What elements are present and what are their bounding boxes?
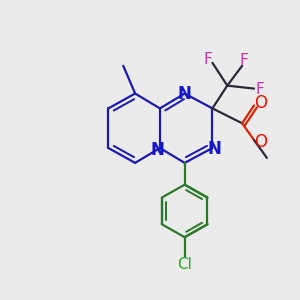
Text: Cl: Cl bbox=[177, 257, 192, 272]
Text: N: N bbox=[151, 141, 165, 159]
Text: N: N bbox=[208, 140, 221, 158]
Text: F: F bbox=[240, 53, 248, 68]
Text: F: F bbox=[203, 52, 212, 67]
Text: N: N bbox=[178, 85, 192, 103]
Text: F: F bbox=[256, 82, 264, 97]
Text: O: O bbox=[254, 94, 268, 112]
Text: O: O bbox=[254, 133, 268, 151]
